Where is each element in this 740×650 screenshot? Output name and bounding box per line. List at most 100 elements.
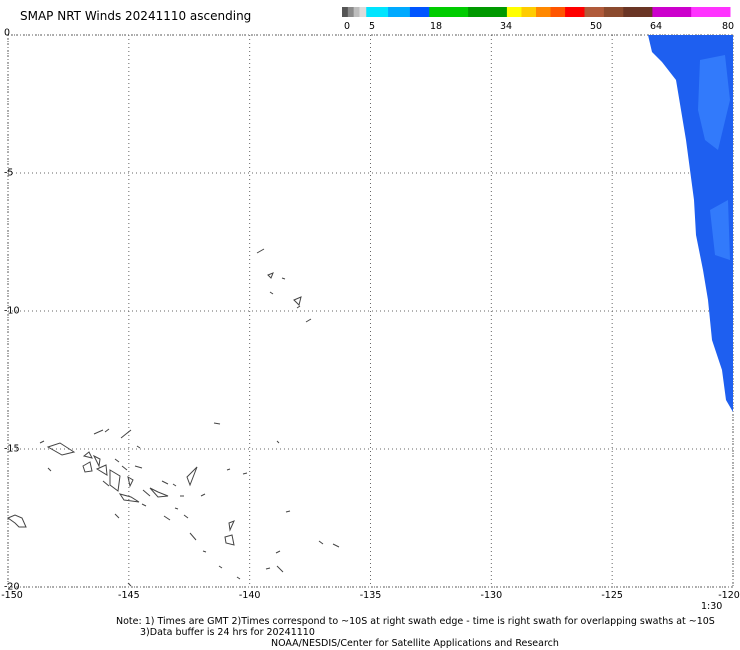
island-outline — [102, 480, 110, 487]
island-outline — [236, 576, 241, 580]
map-title: SMAP NRT Winds 20241110 ascending — [20, 9, 252, 23]
island-outline — [46, 442, 76, 456]
latitude-tick-label: -15 — [4, 443, 20, 455]
wind-swath-highlight — [698, 55, 730, 260]
island-outline — [281, 277, 286, 280]
island-outline — [109, 469, 121, 492]
island-outline — [142, 489, 151, 497]
lat-lon-grid — [7, 34, 734, 588]
colorbar-segment — [388, 7, 411, 17]
island-outline — [141, 503, 147, 507]
island-outline — [269, 291, 274, 295]
colorbar-label: 18 — [430, 21, 443, 32]
island-outline — [200, 493, 206, 497]
credit-line: NOAA/NESDIS/Center for Satellite Applica… — [271, 638, 559, 649]
note-line-1: Note: 1) Times are GMT 2)Times correspon… — [116, 616, 715, 627]
island-outline — [172, 483, 177, 487]
island-outline — [114, 513, 120, 519]
colorbar-segment — [623, 7, 653, 17]
island-outline — [276, 440, 280, 444]
island-outline — [93, 429, 104, 435]
island-outline — [276, 565, 284, 573]
island-outline — [6, 514, 27, 528]
colorbar-label: 5 — [369, 21, 376, 32]
island-outline — [285, 510, 291, 513]
island-outline — [163, 515, 171, 521]
colorbar-segment — [652, 7, 692, 17]
island-outline — [305, 318, 312, 323]
island-outline — [104, 428, 110, 433]
latitude-tick-label: -10 — [4, 305, 20, 317]
colorbar-label: 64 — [650, 21, 663, 32]
island-outline — [118, 493, 140, 503]
island-outline — [265, 567, 271, 570]
colorbar-segment — [603, 7, 624, 17]
island-outline — [120, 429, 132, 439]
colorbar-segment — [409, 7, 430, 17]
island-outline — [95, 464, 108, 476]
island-outline — [275, 550, 281, 554]
note-line-2: 3)Data buffer is 24 hrs for 20241110 — [140, 627, 315, 638]
pass-time-label: 1:30 — [701, 601, 723, 612]
colorbar-segment — [366, 7, 389, 17]
colorbar-segment — [468, 7, 508, 17]
colorbar-segment — [550, 7, 566, 17]
island-outline — [202, 550, 207, 553]
island-outline — [224, 534, 235, 546]
latitude-tick-label: -5 — [4, 167, 14, 179]
island-outline — [189, 532, 197, 541]
colorbar-segment — [506, 7, 522, 17]
island-outline — [121, 465, 128, 471]
island-outline — [127, 582, 132, 587]
island-outline — [149, 487, 169, 498]
colorbar-segment — [359, 7, 367, 17]
longitude-tick-label: -150 — [1, 590, 23, 601]
island-outline — [228, 520, 235, 532]
island-outline — [226, 468, 231, 471]
colorbar-segment — [691, 7, 731, 17]
colorbar-segment — [536, 7, 552, 17]
island-outline — [92, 454, 101, 468]
colorbar-segment — [565, 7, 585, 17]
island-outline — [318, 540, 324, 545]
longitude-tick-label: -145 — [118, 590, 140, 601]
colorbar-segment — [342, 7, 349, 17]
colorbar-label: 0 — [344, 21, 351, 32]
island-outline — [134, 465, 143, 469]
longitude-tick-label: -140 — [238, 590, 261, 601]
longitude-tick-label: -130 — [480, 590, 503, 601]
island-outline — [39, 440, 45, 444]
colorbar-segment — [521, 7, 537, 17]
colorbar — [342, 7, 731, 17]
island-outline — [213, 422, 221, 425]
island-outline — [186, 466, 198, 487]
island-outline — [183, 514, 189, 519]
longitude-tick-label: -120 — [718, 590, 740, 601]
island-outline — [114, 458, 120, 463]
island-outline — [332, 543, 340, 548]
latitude-tick-label: 0 — [4, 27, 11, 39]
island-outlines — [6, 248, 340, 587]
island-outline — [296, 305, 301, 309]
island-outline — [267, 272, 274, 279]
colorbar-segment — [347, 7, 355, 17]
colorbar-segment — [584, 7, 605, 17]
island-outline — [136, 445, 141, 449]
island-outline — [127, 475, 134, 488]
colorbar-segment — [353, 7, 360, 17]
longitude-tick-label: -135 — [359, 590, 382, 601]
island-outline — [47, 467, 52, 472]
colorbar-label: 50 — [590, 21, 603, 32]
island-outline — [161, 480, 169, 485]
island-outline — [218, 565, 223, 569]
colorbar-segment — [429, 7, 469, 17]
island-outline — [293, 296, 302, 306]
colorbar-label: 80 — [722, 21, 735, 32]
colorbar-label: 34 — [500, 21, 513, 32]
island-outline — [82, 451, 93, 459]
island-outline — [242, 472, 248, 475]
island-outline — [174, 507, 179, 510]
island-outline — [82, 461, 93, 473]
longitude-tick-label: -125 — [601, 590, 623, 601]
